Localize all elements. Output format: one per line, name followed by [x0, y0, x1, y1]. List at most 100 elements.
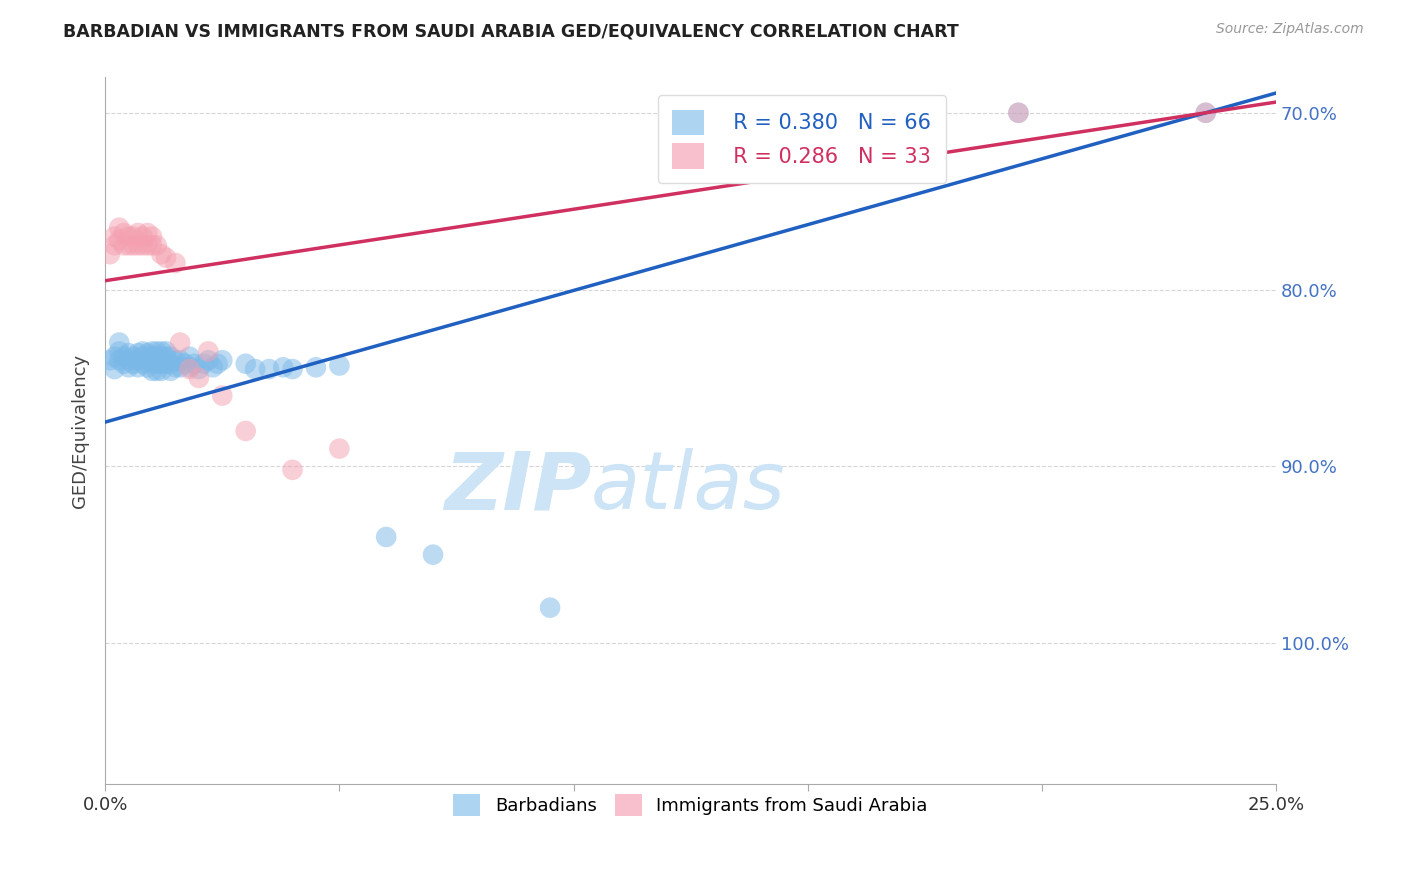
Text: Source: ZipAtlas.com: Source: ZipAtlas.com: [1216, 22, 1364, 37]
Point: [127, 360, 149, 375]
Point: [281, 463, 304, 477]
Point: [141, 238, 163, 252]
Point: [103, 350, 125, 364]
Point: [179, 360, 201, 375]
Point: [141, 344, 163, 359]
Point: [169, 360, 191, 375]
Point: [1007, 105, 1029, 120]
Point: [145, 238, 167, 252]
Point: [271, 360, 294, 375]
Point: [131, 344, 153, 359]
Point: [197, 353, 219, 368]
Point: [328, 442, 350, 456]
Point: [243, 362, 266, 376]
Point: [136, 226, 159, 240]
Point: [165, 256, 187, 270]
Point: [1007, 105, 1029, 120]
Point: [150, 364, 173, 378]
Point: [122, 238, 145, 252]
Point: [538, 600, 561, 615]
Point: [103, 229, 125, 244]
Y-axis label: GED/Equivalency: GED/Equivalency: [72, 354, 89, 508]
Point: [112, 350, 135, 364]
Point: [108, 220, 131, 235]
Point: [193, 357, 215, 371]
Point: [173, 357, 195, 371]
Point: [141, 229, 163, 244]
Point: [145, 350, 167, 364]
Point: [150, 344, 173, 359]
Point: [117, 353, 139, 368]
Point: [117, 360, 139, 375]
Point: [150, 350, 173, 364]
Point: [187, 371, 209, 385]
Point: [305, 360, 328, 375]
Point: [159, 350, 181, 364]
Point: [155, 344, 177, 359]
Point: [141, 350, 163, 364]
Point: [145, 364, 167, 378]
Point: [201, 360, 224, 375]
Point: [108, 233, 131, 247]
Point: [159, 364, 181, 378]
Point: [108, 353, 131, 368]
Point: [145, 357, 167, 371]
Point: [155, 251, 177, 265]
Point: [117, 346, 139, 360]
Point: [112, 226, 135, 240]
Point: [117, 238, 139, 252]
Point: [197, 344, 219, 359]
Point: [1195, 105, 1218, 120]
Point: [103, 238, 125, 252]
Point: [169, 335, 191, 350]
Point: [136, 353, 159, 368]
Point: [117, 229, 139, 244]
Point: [187, 362, 209, 376]
Point: [183, 357, 205, 371]
Point: [179, 350, 201, 364]
Point: [155, 357, 177, 371]
Point: [136, 346, 159, 360]
Point: [98, 247, 121, 261]
Point: [235, 357, 257, 371]
Point: [136, 360, 159, 375]
Point: [169, 353, 191, 368]
Point: [131, 229, 153, 244]
Point: [211, 353, 233, 368]
Point: [122, 350, 145, 364]
Text: atlas: atlas: [591, 449, 786, 526]
Point: [150, 357, 173, 371]
Point: [112, 357, 135, 371]
Point: [141, 364, 163, 378]
Point: [179, 362, 201, 376]
Point: [422, 548, 444, 562]
Legend: Barbadians, Immigrants from Saudi Arabia: Barbadians, Immigrants from Saudi Arabia: [444, 785, 936, 825]
Point: [207, 357, 229, 371]
Point: [150, 247, 173, 261]
Point: [112, 238, 135, 252]
Point: [375, 530, 398, 544]
Point: [155, 350, 177, 364]
Text: ZIP: ZIP: [444, 449, 591, 526]
Point: [211, 388, 233, 402]
Point: [131, 350, 153, 364]
Point: [103, 362, 125, 376]
Point: [122, 357, 145, 371]
Point: [165, 353, 187, 368]
Point: [127, 238, 149, 252]
Point: [1195, 105, 1218, 120]
Point: [165, 360, 187, 375]
Point: [141, 357, 163, 371]
Point: [127, 353, 149, 368]
Point: [108, 344, 131, 359]
Point: [127, 226, 149, 240]
Point: [127, 346, 149, 360]
Point: [235, 424, 257, 438]
Point: [328, 359, 350, 373]
Point: [122, 229, 145, 244]
Text: BARBADIAN VS IMMIGRANTS FROM SAUDI ARABIA GED/EQUIVALENCY CORRELATION CHART: BARBADIAN VS IMMIGRANTS FROM SAUDI ARABI…: [63, 22, 959, 40]
Point: [131, 238, 153, 252]
Point: [136, 238, 159, 252]
Point: [281, 362, 304, 376]
Point: [108, 335, 131, 350]
